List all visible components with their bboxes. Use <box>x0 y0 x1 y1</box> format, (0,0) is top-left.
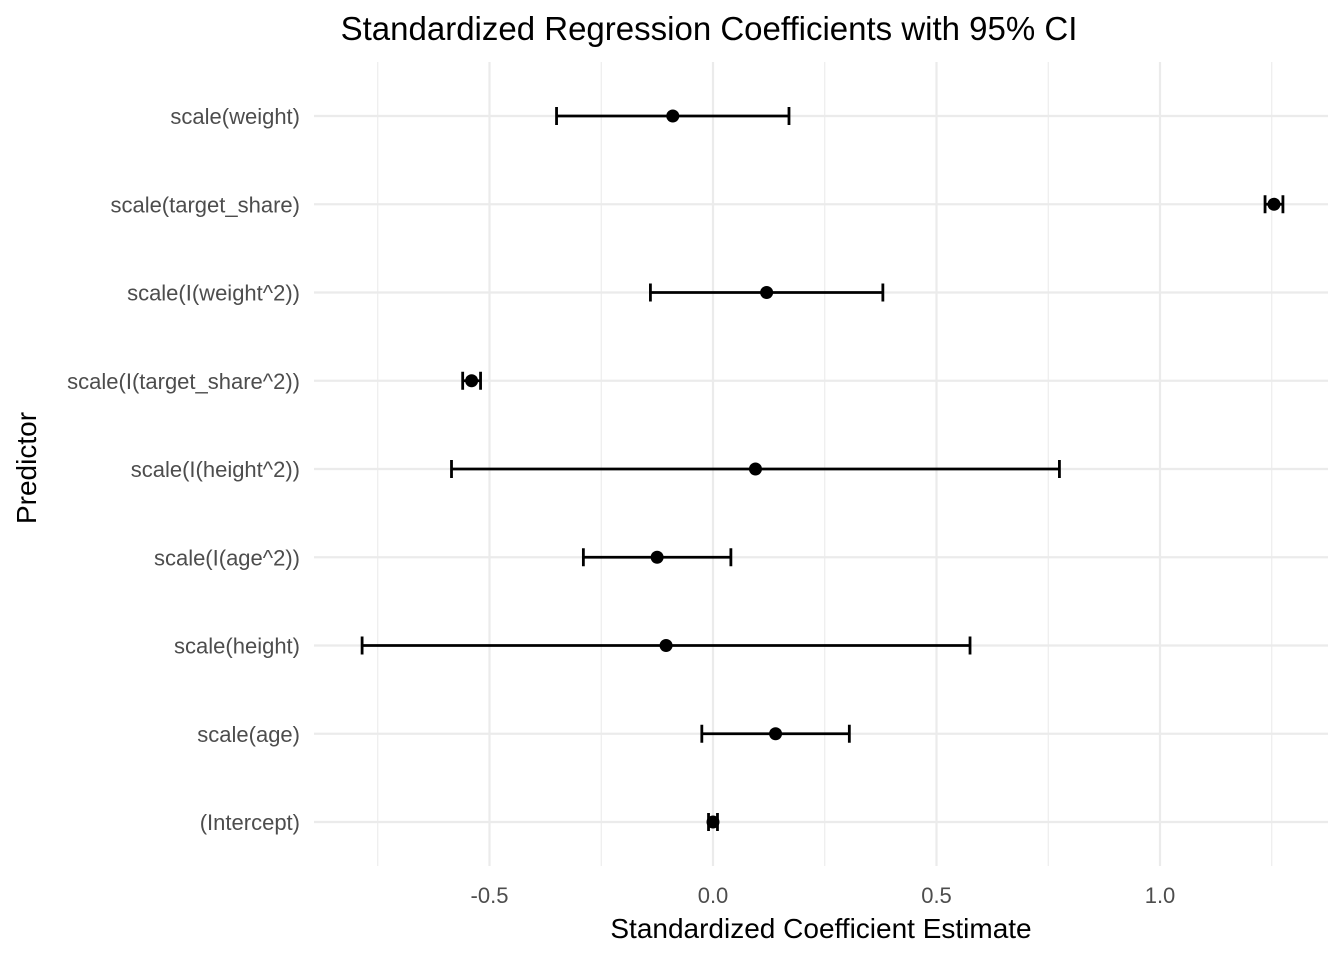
y-tick-label: scale(I(age^2)) <box>154 545 300 570</box>
grid-layer <box>314 62 1328 866</box>
y-tick-label: (Intercept) <box>200 810 300 835</box>
x-axis-title: Standardized Coefficient Estimate <box>610 913 1031 944</box>
y-tick-label: scale(I(target_share^2)) <box>67 369 300 394</box>
y-tick-labels: scale(weight) scale(target_share) scale(I(… <box>67 104 300 835</box>
estimate-point <box>666 109 680 123</box>
estimate-point <box>706 815 720 829</box>
y-tick-label: scale(height) <box>174 634 300 659</box>
estimate-points <box>465 109 1281 829</box>
y-tick-label: scale(I(weight^2)) <box>127 281 300 306</box>
x-tick-label: 0.0 <box>698 883 729 908</box>
y-tick-label: scale(weight) <box>170 104 300 129</box>
estimate-point <box>465 374 479 388</box>
estimate-point <box>650 550 664 564</box>
estimate-point <box>769 727 783 741</box>
estimate-point <box>659 639 673 652</box>
chart-title: Standardized Regression Coefficients wit… <box>341 10 1078 47</box>
estimate-point <box>760 286 774 299</box>
y-tick-label: scale(I(height^2)) <box>131 457 300 482</box>
x-tick-label: 0.5 <box>921 883 952 908</box>
estimate-point <box>1267 197 1281 211</box>
estimate-point <box>748 462 762 476</box>
y-axis-title: Predictor <box>11 412 42 524</box>
y-tick-label: scale(age) <box>197 722 300 747</box>
x-tick-labels: -0.5 0.0 0.5 1.0 <box>471 883 1176 908</box>
x-tick-label: 1.0 <box>1145 883 1176 908</box>
y-tick-label: scale(target_share) <box>110 192 300 217</box>
x-tick-label: -0.5 <box>471 883 509 908</box>
